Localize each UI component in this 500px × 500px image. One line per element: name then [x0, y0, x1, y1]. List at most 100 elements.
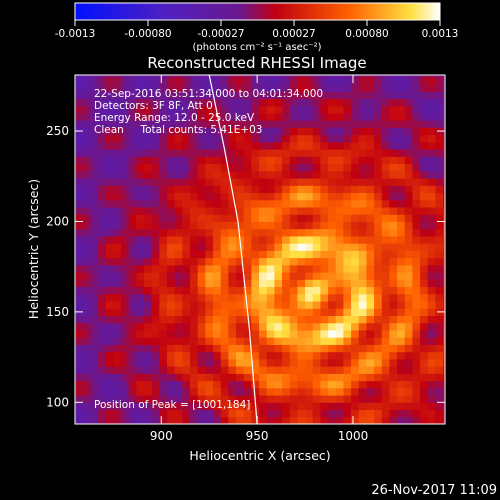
- heatmap-cell: [105, 228, 114, 237]
- heatmap-cell: [121, 344, 130, 353]
- heatmap-cell: [266, 98, 275, 107]
- heatmap-cell: [320, 301, 329, 309]
- heatmap-cell: [213, 91, 222, 100]
- heatmap-cell: [113, 199, 122, 208]
- heatmap-cell: [404, 315, 413, 324]
- heatmap-cells: [75, 75, 445, 424]
- heatmap-cell: [105, 380, 114, 389]
- heatmap-cell: [220, 192, 229, 201]
- heatmap-cell: [297, 127, 306, 136]
- heatmap-cell: [243, 170, 252, 179]
- heatmap-cell: [90, 264, 99, 273]
- heatmap-cell: [412, 178, 421, 186]
- heatmap-cell: [351, 98, 360, 107]
- heatmap-cell: [259, 141, 268, 150]
- heatmap-cell: [443, 337, 445, 345]
- heatmap-cell: [182, 134, 191, 143]
- heatmap-cell: [251, 337, 260, 345]
- heatmap-cell: [351, 243, 360, 251]
- heatmap-cell: [266, 76, 275, 85]
- heatmap-cell: [366, 105, 375, 114]
- heatmap-cell: [213, 235, 222, 244]
- heatmap-cell: [282, 344, 291, 353]
- heatmap-cell: [144, 228, 153, 237]
- heatmap-cell: [381, 264, 390, 273]
- heatmap-cell: [151, 250, 160, 259]
- heatmap-cell: [243, 409, 252, 418]
- heatmap-cell: [182, 301, 191, 309]
- heatmap-cell: [151, 409, 160, 418]
- heatmap-cell: [167, 120, 176, 128]
- heatmap-cell: [190, 301, 199, 309]
- heatmap-cell: [190, 322, 199, 331]
- heatmap-cell: [412, 76, 421, 85]
- heatmap-cell: [121, 84, 130, 92]
- heatmap-cell: [205, 243, 214, 251]
- heatmap-cell: [420, 257, 429, 266]
- heatmap-cell: [320, 380, 329, 389]
- heatmap-cell: [228, 75, 237, 78]
- heatmap-cell: [213, 301, 222, 309]
- heatmap-cell: [236, 250, 245, 259]
- heatmap-cell: [374, 105, 383, 114]
- heatmap-cell: [389, 235, 398, 244]
- heatmap-cell: [159, 293, 168, 302]
- heatmap-cell: [159, 409, 168, 418]
- heatmap-cell: [381, 163, 390, 172]
- heatmap-cell: [167, 75, 176, 78]
- heatmap-cell: [220, 207, 229, 215]
- heatmap-cell: [90, 402, 99, 411]
- heatmap-cell: [259, 112, 268, 121]
- heatmap-cell: [75, 329, 84, 338]
- heatmap-cell: [320, 337, 329, 345]
- heatmap-cell: [98, 76, 107, 85]
- heatmap-cell: [443, 380, 445, 389]
- heatmap-cell: [412, 337, 421, 345]
- heatmap-cell: [213, 75, 222, 78]
- heatmap-cell: [374, 286, 383, 295]
- heatmap-cell: [282, 228, 291, 237]
- heatmap-cell: [366, 402, 375, 411]
- heatmap-cell: [289, 192, 298, 201]
- heatmap-cell: [236, 84, 245, 92]
- heatmap-cell: [220, 301, 229, 309]
- heatmap-cell: [404, 243, 413, 251]
- heatmap-cell: [335, 156, 344, 165]
- heatmap-cell: [90, 395, 99, 403]
- heatmap-cell: [443, 221, 445, 230]
- heatmap-cell: [328, 358, 337, 367]
- heatmap-cell: [420, 322, 429, 331]
- heatmap-cell: [289, 322, 298, 331]
- heatmap-cell: [335, 120, 344, 128]
- heatmap-cell: [174, 243, 183, 251]
- heatmap-cell: [259, 380, 268, 389]
- heatmap-cell: [374, 257, 383, 266]
- heatmap-cell: [335, 402, 344, 411]
- heatmap-cell: [213, 250, 222, 259]
- heatmap-cell: [397, 127, 406, 136]
- heatmap-cell: [75, 207, 84, 215]
- heatmap-cell: [228, 315, 237, 324]
- heatmap-cell: [243, 322, 252, 331]
- heatmap-cell: [121, 149, 130, 157]
- heatmap-cell: [427, 322, 436, 331]
- heatmap-cell: [190, 141, 199, 150]
- heatmap-cell: [374, 366, 383, 374]
- heatmap-cell: [351, 366, 360, 374]
- heatmap-cell: [105, 329, 114, 338]
- heatmap-cell: [243, 344, 252, 353]
- heatmap-cell: [328, 264, 337, 273]
- heatmap-cell: [297, 228, 306, 237]
- heatmap-cell: [266, 358, 275, 367]
- heatmap-cell: [136, 322, 145, 331]
- heatmap-cell: [228, 127, 237, 136]
- heatmap-cell: [312, 286, 321, 295]
- heatmap-cell: [420, 301, 429, 309]
- heatmap-cell: [182, 149, 191, 157]
- heatmap-cell: [343, 293, 352, 302]
- heatmap-cell: [328, 301, 337, 309]
- heatmap-cell: [351, 358, 360, 367]
- heatmap-cell: [312, 156, 321, 165]
- heatmap-cell: [220, 293, 229, 302]
- heatmap-cell: [305, 112, 314, 121]
